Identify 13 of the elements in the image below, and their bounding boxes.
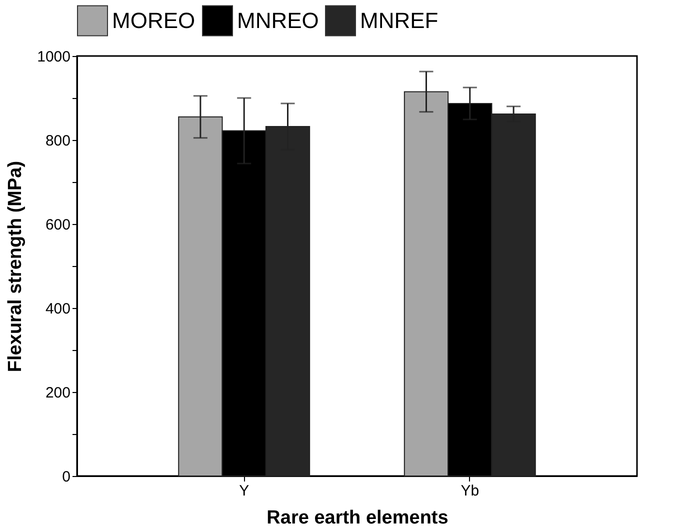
x-tick-label: Yb <box>460 482 480 500</box>
legend-label: MNREF <box>360 8 438 33</box>
y-tick-label: 800 <box>45 132 70 150</box>
y-tick-label: 1000 <box>37 48 70 66</box>
legend-label: MOREO <box>112 8 196 33</box>
y-tick-label: 200 <box>45 384 70 402</box>
x-axis-title: Rare earth elements <box>266 508 448 528</box>
y-tick-label: 600 <box>45 216 70 234</box>
x-tick-label: Y <box>239 482 250 500</box>
y-tick-label: 0 <box>62 468 70 486</box>
y-axis-title: Flexural strength (MPa) <box>5 160 26 372</box>
legend-label: MNREO <box>237 8 319 33</box>
y-tick-label: 400 <box>45 300 70 318</box>
